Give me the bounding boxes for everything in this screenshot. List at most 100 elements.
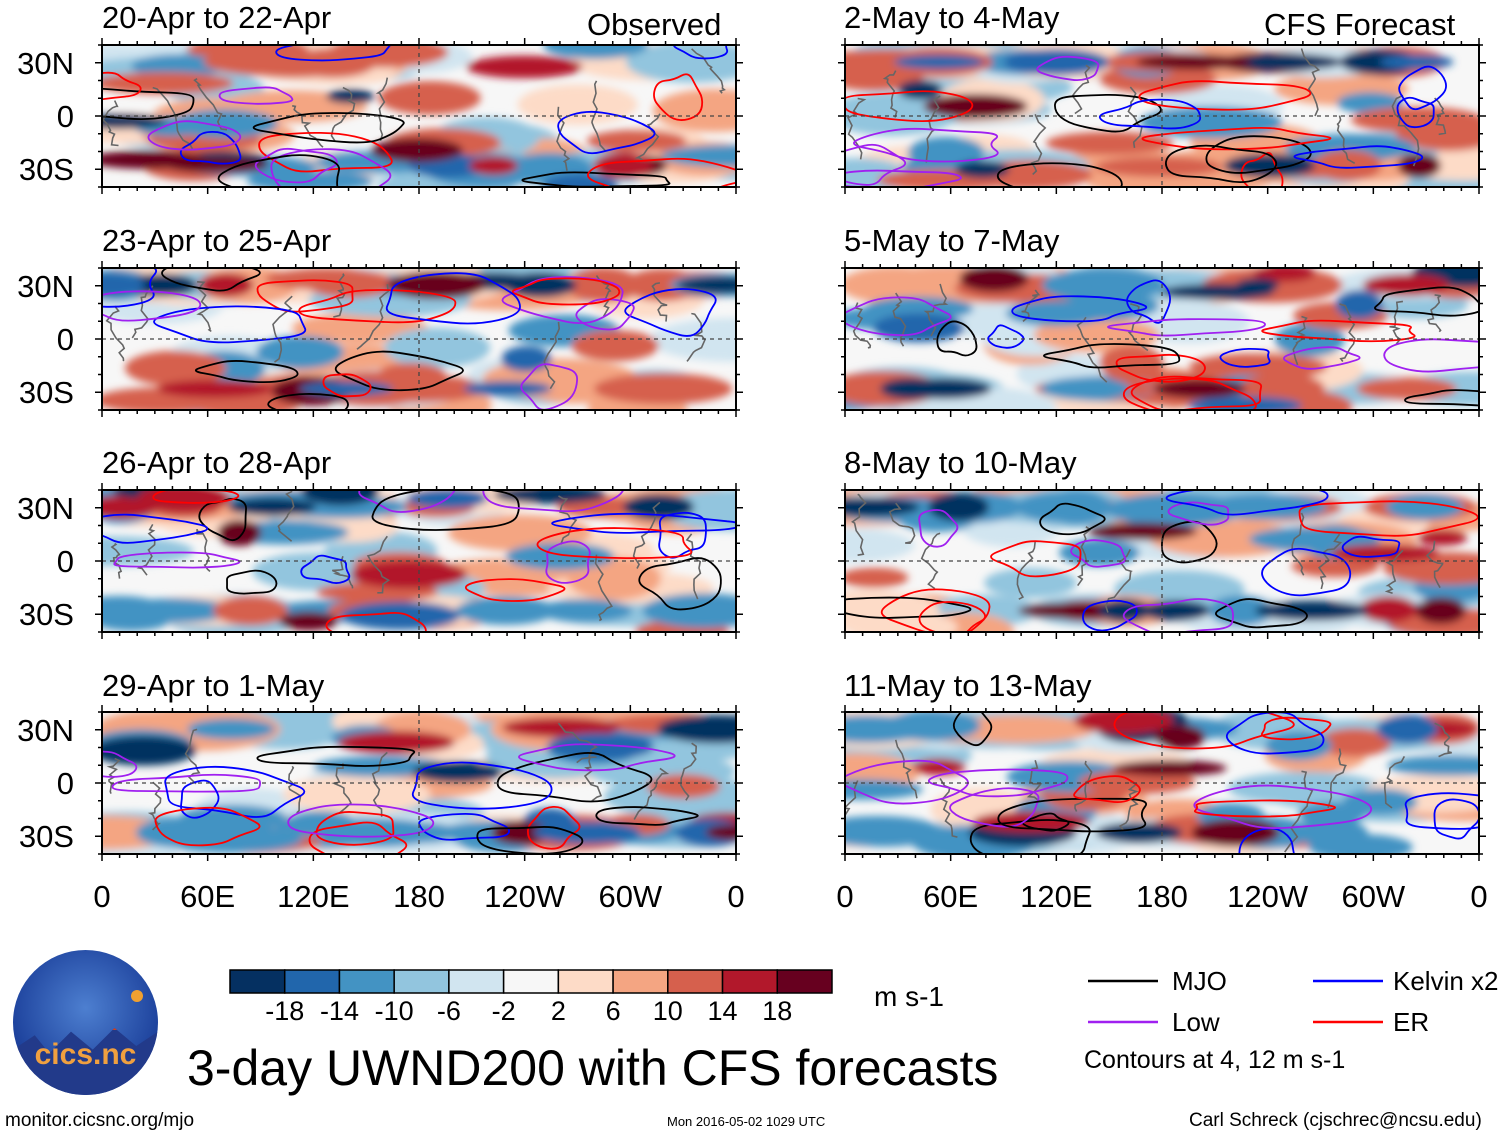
coastline bbox=[1383, 756, 1406, 809]
contour-line bbox=[1374, 286, 1479, 317]
figure-title: 3-day UWND200 with CFS forecasts bbox=[187, 1040, 999, 1096]
contour-line bbox=[1021, 812, 1070, 832]
colorbar-label: 2 bbox=[550, 996, 566, 1026]
contour-line bbox=[511, 277, 621, 306]
shading-blob bbox=[187, 718, 276, 740]
contour-line bbox=[358, 490, 456, 513]
coastline bbox=[1284, 770, 1314, 853]
coastline bbox=[632, 501, 661, 569]
contour-line bbox=[164, 765, 306, 818]
shading-blob bbox=[845, 496, 920, 518]
shading-blob bbox=[227, 497, 317, 517]
coastline bbox=[1384, 549, 1404, 595]
contour-line bbox=[102, 71, 142, 101]
contour-line bbox=[111, 773, 262, 793]
shading-blob bbox=[1298, 802, 1366, 826]
coastline bbox=[633, 767, 670, 820]
contour-line bbox=[287, 803, 435, 838]
contour-line bbox=[1165, 490, 1329, 516]
footer-author: Carl Schreck (cjschrec@ncsu.edu) bbox=[1189, 1110, 1482, 1131]
shading-blob bbox=[1097, 599, 1151, 623]
shading-blob bbox=[1045, 131, 1174, 155]
cics-logo: cics.nc bbox=[13, 950, 158, 1095]
colorbar-label: -6 bbox=[436, 996, 461, 1026]
contour-line bbox=[254, 147, 338, 184]
shading-blob bbox=[1099, 345, 1164, 382]
shading-blob bbox=[959, 268, 1029, 292]
shading-blob bbox=[501, 346, 552, 373]
contour-line bbox=[152, 490, 240, 504]
contour-line bbox=[1141, 127, 1332, 151]
coastline bbox=[136, 523, 156, 576]
contour-line bbox=[1298, 500, 1479, 537]
shading-blob bbox=[864, 296, 974, 321]
contour-line bbox=[557, 110, 656, 155]
shading-blob bbox=[213, 595, 288, 626]
coastline bbox=[851, 493, 867, 556]
coastline bbox=[595, 275, 612, 317]
x-tick-label: 120W bbox=[484, 879, 566, 914]
contour-line bbox=[464, 578, 566, 602]
contour-line bbox=[918, 509, 959, 548]
contour-line bbox=[1261, 716, 1332, 741]
coastline bbox=[1071, 64, 1091, 115]
shading-blob bbox=[102, 72, 234, 95]
y-tick-label: 30N bbox=[17, 46, 74, 81]
colorbar-swatch bbox=[502, 969, 560, 994]
contour-line bbox=[1341, 535, 1401, 558]
shading-blob bbox=[661, 144, 736, 167]
shading-blob bbox=[466, 55, 583, 79]
contour-line bbox=[624, 288, 717, 337]
shading-blob bbox=[1203, 493, 1328, 520]
map-panel bbox=[838, 38, 1486, 194]
shading-blob bbox=[1154, 724, 1206, 750]
y-tick-label: 30S bbox=[18, 819, 74, 854]
shading-blob bbox=[1112, 760, 1227, 777]
shading-blob bbox=[1087, 522, 1198, 541]
shading-blob bbox=[1379, 54, 1454, 70]
contour-line bbox=[275, 45, 392, 62]
map-panel bbox=[95, 38, 743, 194]
contour-line bbox=[1054, 93, 1162, 133]
footer-url[interactable]: monitor.cicsnc.org/mjo bbox=[5, 1110, 195, 1131]
shading-blob bbox=[898, 80, 943, 100]
shading-blob bbox=[646, 774, 721, 799]
coastline bbox=[583, 756, 603, 802]
shading-blob bbox=[586, 129, 687, 153]
contour-line bbox=[1098, 98, 1202, 130]
shading-blob bbox=[131, 54, 225, 78]
shading-blob bbox=[1041, 268, 1165, 302]
coastline bbox=[1074, 760, 1093, 812]
contour-line bbox=[102, 290, 202, 322]
coastline bbox=[685, 533, 702, 600]
y-tick-label: 0 bbox=[56, 544, 74, 579]
shading-blob bbox=[1376, 714, 1439, 744]
contour-line bbox=[1043, 343, 1181, 369]
coastline bbox=[330, 86, 356, 142]
contour-line bbox=[587, 157, 736, 187]
coastline bbox=[1016, 541, 1036, 600]
x-tick-label: 60W bbox=[1341, 879, 1406, 914]
coastline bbox=[594, 554, 613, 622]
coastline bbox=[591, 80, 606, 152]
shading-blob bbox=[1417, 529, 1468, 546]
contour-line bbox=[161, 268, 261, 292]
coastline bbox=[1318, 533, 1343, 590]
contour-line bbox=[147, 120, 242, 151]
contour-line bbox=[518, 743, 676, 772]
contour-line bbox=[575, 298, 635, 331]
shading-blob bbox=[493, 490, 607, 504]
contour-line bbox=[180, 779, 220, 819]
coastline bbox=[1391, 94, 1420, 167]
contour-line bbox=[218, 86, 294, 105]
contour-line bbox=[1039, 502, 1106, 536]
contour-line bbox=[102, 750, 138, 778]
contour-line bbox=[845, 296, 952, 337]
colorbar-label: 14 bbox=[707, 996, 738, 1026]
contour-line bbox=[226, 569, 278, 595]
observed-label: Observed bbox=[587, 7, 722, 42]
coastline bbox=[331, 763, 352, 815]
coastline bbox=[1427, 294, 1442, 333]
shading-blob bbox=[1362, 274, 1450, 297]
coastline bbox=[105, 305, 126, 362]
